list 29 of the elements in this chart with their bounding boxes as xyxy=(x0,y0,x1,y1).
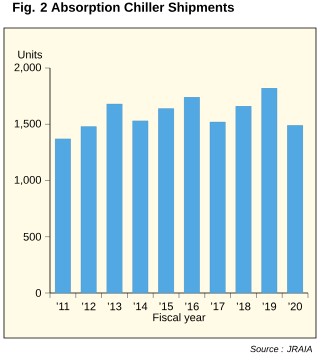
y-tick-label: 0 xyxy=(36,289,42,297)
bar xyxy=(261,88,278,294)
bar xyxy=(184,97,200,294)
x-axis-title: Fiscal year xyxy=(153,313,206,324)
x-tick-label: ’13 xyxy=(108,302,122,310)
x-tick-label: ’14 xyxy=(134,302,148,310)
x-tick-label: ’18 xyxy=(236,302,250,310)
y-axis-title: Units xyxy=(18,50,42,58)
y-tick-label: 2,000 xyxy=(14,63,42,73)
y-tick-label: 1,500 xyxy=(14,120,42,129)
x-tick-label: ’17 xyxy=(211,302,224,310)
bar xyxy=(210,122,226,294)
source-note: Source : JRAIA xyxy=(250,346,312,352)
x-tick-label: ’12 xyxy=(82,302,96,310)
y-tick-label: 500 xyxy=(24,232,42,241)
bar xyxy=(106,104,122,294)
x-tick-label: ’11 xyxy=(56,302,70,310)
x-tick-label: ’16 xyxy=(185,302,199,310)
x-tick-label: ’19 xyxy=(262,302,276,310)
y-tick-label: 1,000 xyxy=(14,176,42,186)
bar xyxy=(158,108,174,294)
bar xyxy=(80,126,97,294)
chart-title: Fig. 2 Absorption Chiller Shipments xyxy=(13,2,234,14)
x-tick-label: ’20 xyxy=(288,302,302,310)
bar xyxy=(236,106,252,294)
x-tick-label: ’15 xyxy=(159,302,173,310)
bar xyxy=(287,125,303,294)
bar xyxy=(132,120,148,294)
bar xyxy=(55,138,71,294)
